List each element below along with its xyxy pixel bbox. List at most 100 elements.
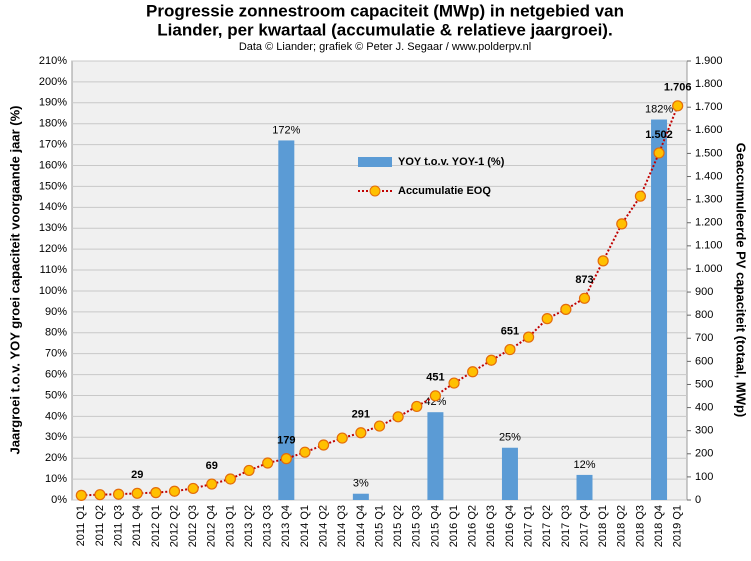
x-tick-label: 2017 Q3 — [560, 505, 572, 547]
y2-tick-label: 1.800 — [695, 78, 723, 90]
y-tick-label: 20% — [45, 452, 67, 464]
bar — [501, 447, 518, 500]
marker — [112, 488, 125, 500]
y-tick-label: 0% — [51, 494, 67, 506]
bar-label: 182% — [645, 103, 673, 115]
marker — [94, 489, 106, 501]
legend-marker — [369, 185, 381, 197]
marker — [541, 313, 553, 325]
legend-label: YOY t.o.v. YOY-1 (%) — [398, 156, 505, 168]
y-tick-label: 170% — [39, 139, 67, 151]
x-tick-label: 2018 Q2 — [616, 505, 628, 547]
x-tick-label: 2019 Q1 — [672, 505, 684, 547]
bar-label: 3% — [353, 478, 369, 490]
y2-tick-label: 1.300 — [695, 194, 723, 206]
y2-tick-label: 200 — [695, 448, 713, 460]
legend-label: Accumulatie EOQ — [398, 185, 491, 197]
x-tick-label: 2013 Q1 — [224, 505, 236, 547]
x-tick-label: 2014 Q2 — [317, 505, 329, 547]
marker — [262, 457, 274, 469]
y-tick-label: 70% — [45, 348, 67, 360]
y-tick-label: 60% — [45, 368, 67, 380]
marker — [243, 464, 255, 477]
y2-tick-label: 100 — [695, 471, 713, 483]
x-tick-label: 2017 Q4 — [578, 505, 590, 547]
y2-tick-label: 1.200 — [695, 217, 723, 229]
x-tick-label: 2013 Q2 — [243, 505, 255, 547]
marker — [616, 218, 628, 230]
x-tick-label: 2016 Q4 — [504, 505, 516, 547]
marker — [150, 487, 162, 499]
x-tick-label: 2015 Q2 — [392, 505, 404, 547]
marker — [75, 489, 87, 501]
marker — [467, 366, 479, 378]
marker — [653, 147, 665, 159]
marker — [131, 487, 143, 499]
marker — [168, 485, 181, 497]
x-tick-label: 2018 Q3 — [634, 505, 646, 547]
marker — [280, 453, 292, 465]
y2-tick-label: 1.900 — [695, 55, 723, 67]
legend-swatch — [358, 157, 392, 167]
x-tick-label: 2018 Q1 — [597, 505, 609, 547]
y-tick-label: 90% — [45, 306, 67, 318]
y2-tick-label: 1.700 — [695, 101, 723, 113]
marker — [373, 420, 386, 432]
marker — [560, 303, 572, 315]
marker — [522, 331, 535, 343]
line-label: 451 — [426, 372, 444, 384]
marker — [206, 478, 218, 490]
y2-axis-title: Geaccumuleerde PV capaciteit (totaal, MW… — [734, 143, 749, 418]
x-tick-label: 2015 Q1 — [373, 505, 385, 547]
y-tick-label: 200% — [39, 76, 67, 88]
y2-tick-label: 1.500 — [695, 147, 723, 159]
line-label: 69 — [206, 460, 218, 472]
x-tick-label: 2013 Q4 — [280, 505, 292, 547]
subtitle: Data © Liander; grafiek © Peter J. Segaa… — [239, 41, 531, 53]
marker — [672, 100, 684, 112]
y-tick-label: 10% — [45, 473, 67, 485]
line-label: 29 — [131, 469, 143, 481]
marker — [355, 427, 367, 439]
x-tick-label: 2018 Q4 — [653, 505, 665, 547]
y-tick-label: 190% — [39, 97, 67, 109]
bar — [427, 412, 444, 500]
line-label: 179 — [277, 435, 295, 447]
y-tick-label: 100% — [39, 285, 67, 297]
marker — [411, 400, 423, 413]
y-axis-title: Jaargroei t.o.v. YOY groei capaciteit vo… — [7, 106, 22, 455]
line-label: 291 — [352, 409, 370, 421]
chart-title: Liander, per kwartaal (accumulatie & rel… — [157, 20, 612, 39]
y-tick-label: 180% — [39, 118, 67, 130]
marker — [317, 439, 330, 451]
x-tick-label: 2011 Q3 — [112, 505, 124, 546]
y-tick-label: 30% — [45, 431, 67, 443]
x-tick-label: 2012 Q4 — [206, 505, 218, 547]
y2-tick-label: 400 — [695, 401, 713, 413]
x-tick-label: 2014 Q4 — [355, 505, 367, 547]
y-tick-label: 150% — [39, 180, 67, 192]
marker — [634, 190, 647, 202]
bar-label: 25% — [499, 432, 521, 444]
x-tick-label: 2014 Q3 — [336, 505, 348, 547]
bar-label: 12% — [573, 459, 595, 471]
marker — [224, 473, 237, 485]
bar — [278, 140, 295, 500]
line-label: 1.706 — [664, 82, 692, 94]
y2-tick-label: 300 — [695, 425, 713, 437]
plot-area — [71, 60, 688, 501]
marker — [504, 343, 516, 356]
y2-tick-label: 900 — [695, 286, 713, 298]
x-tick-label: 2014 Q1 — [299, 505, 311, 547]
x-tick-label: 2012 Q2 — [168, 505, 180, 547]
line-label: 873 — [575, 274, 593, 286]
y-tick-label: 40% — [45, 410, 67, 422]
y2-tick-label: 700 — [695, 332, 713, 344]
x-tick-label: 2017 Q2 — [541, 505, 553, 547]
x-tick-label: 2015 Q3 — [411, 505, 423, 547]
marker — [448, 377, 460, 389]
marker — [336, 432, 348, 444]
y2-tick-label: 0 — [695, 494, 701, 506]
y-tick-label: 50% — [45, 389, 67, 401]
